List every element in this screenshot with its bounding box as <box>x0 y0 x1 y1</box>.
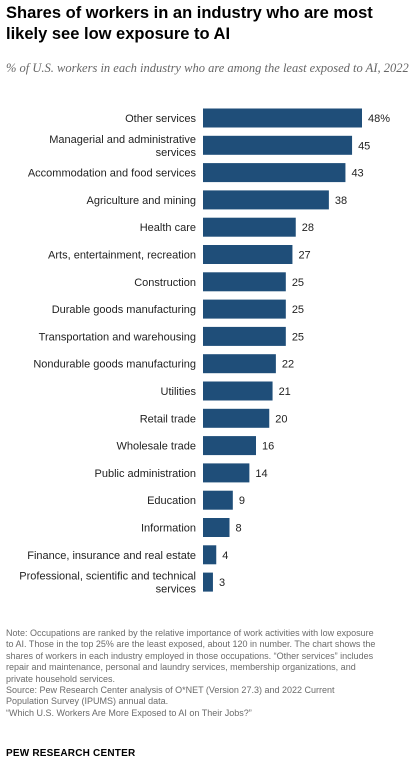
category-label-line: services <box>156 147 197 159</box>
value-label: 14 <box>255 468 267 480</box>
note-line: repair and maintenance, personal and lau… <box>6 662 356 673</box>
category-label-line: Finance, insurance and real estate <box>27 550 196 562</box>
bar <box>203 518 230 537</box>
value-label: 8 <box>236 523 242 535</box>
bar <box>203 163 346 183</box>
source-line: Source: Pew Research Center analysis of … <box>6 685 335 696</box>
value-label: 21 <box>279 386 291 398</box>
value-label: 28 <box>302 222 314 234</box>
category-label-line: Arts, entertainment, recreation <box>48 250 196 262</box>
category-label: Health care <box>140 222 196 234</box>
category-label: Wholesale trade <box>117 441 197 453</box>
category-label-line: Transportation and warehousing <box>39 331 196 343</box>
category-label: Construction <box>134 277 196 289</box>
category-label-line: Education <box>147 495 196 507</box>
category-label: Accommodation and food services <box>28 168 197 180</box>
category-label: Public administration <box>95 468 197 480</box>
value-label: 25 <box>292 331 304 343</box>
bar <box>203 245 293 264</box>
category-label: Other services <box>125 113 196 125</box>
category-label: Retail trade <box>140 413 196 425</box>
category-label-line: Durable goods manufacturing <box>52 304 196 316</box>
value-label: 27 <box>298 250 310 262</box>
bar <box>203 190 329 210</box>
bar <box>203 463 250 483</box>
bar <box>203 436 256 456</box>
category-label-line: Professional, scientific and technical <box>19 571 196 583</box>
bar <box>203 299 286 319</box>
bar <box>203 108 362 128</box>
bar <box>203 572 213 592</box>
category-label: Utilities <box>161 386 197 398</box>
bar <box>203 354 276 374</box>
value-label: 38 <box>335 195 347 207</box>
chart-subtitle: % of U.S. workers in each industry who a… <box>6 61 409 75</box>
value-label: 25 <box>292 277 304 289</box>
category-label-line: Other services <box>125 113 196 125</box>
bar <box>203 381 273 401</box>
category-label: Information <box>141 523 196 535</box>
category-label-line: Public administration <box>95 468 197 480</box>
category-label-line: Retail trade <box>140 413 196 425</box>
chart-title: Shares of workers in an industry who are… <box>6 4 373 43</box>
category-label: Professional, scientific and technical se… <box>19 571 196 596</box>
value-label: 16 <box>262 441 274 453</box>
category-label: Managerial and administrative services <box>49 134 196 159</box>
value-label: 48% <box>368 113 390 125</box>
category-label-line: Health care <box>140 222 196 234</box>
bar-chart: Other services 48% Managerial and administ… <box>19 108 390 596</box>
bar <box>203 272 286 292</box>
category-label: Nondurable goods manufacturing <box>33 359 196 371</box>
category-label-line: Wholesale trade <box>117 441 197 453</box>
category-label: Finance, insurance and real estate <box>27 550 196 562</box>
value-label: 4 <box>222 550 228 562</box>
source-line: Population Survey (IPUMS) annual data. <box>6 696 169 707</box>
bar <box>203 545 217 565</box>
note-line: Note: Occupations are ranked by the rela… <box>6 628 374 638</box>
bar <box>203 326 286 346</box>
category-label-line: Managerial and administrative <box>49 134 196 146</box>
bar <box>203 217 296 237</box>
note-line: to AI. Those in the top 25% are the leas… <box>6 639 376 650</box>
category-label-line: Utilities <box>161 386 197 398</box>
category-label-line: services <box>156 584 197 596</box>
category-label-line: Accommodation and food services <box>28 168 197 180</box>
value-label: 45 <box>358 140 370 152</box>
note-line: private household services. <box>6 673 116 684</box>
bar <box>203 408 270 428</box>
value-label: 20 <box>275 413 287 425</box>
category-label-line: Information <box>141 523 196 535</box>
pew-logo: PEW RESEARCH CENTER <box>6 748 136 759</box>
bar <box>203 490 233 510</box>
value-label: 43 <box>351 168 363 180</box>
bar <box>203 135 353 155</box>
note-line: shares of workers in each industry emplo… <box>6 650 374 661</box>
value-label: 25 <box>292 304 304 316</box>
value-label: 9 <box>239 495 245 507</box>
value-label: 3 <box>219 577 225 589</box>
category-label: Arts, entertainment, recreation <box>48 250 196 262</box>
value-label: 22 <box>282 359 294 371</box>
category-label-line: Construction <box>134 277 196 289</box>
report-title-line: “Which U.S. Workers Are More Exposed to … <box>6 707 252 718</box>
category-label-line: Nondurable goods manufacturing <box>33 359 196 371</box>
category-label-line: Agriculture and mining <box>87 195 196 207</box>
category-label: Durable goods manufacturing <box>52 304 196 316</box>
category-label: Education <box>147 495 196 507</box>
chart-notes: Note: Occupations are ranked by the rela… <box>6 628 414 719</box>
category-label: Transportation and warehousing <box>39 331 196 343</box>
category-label: Agriculture and mining <box>87 195 196 207</box>
